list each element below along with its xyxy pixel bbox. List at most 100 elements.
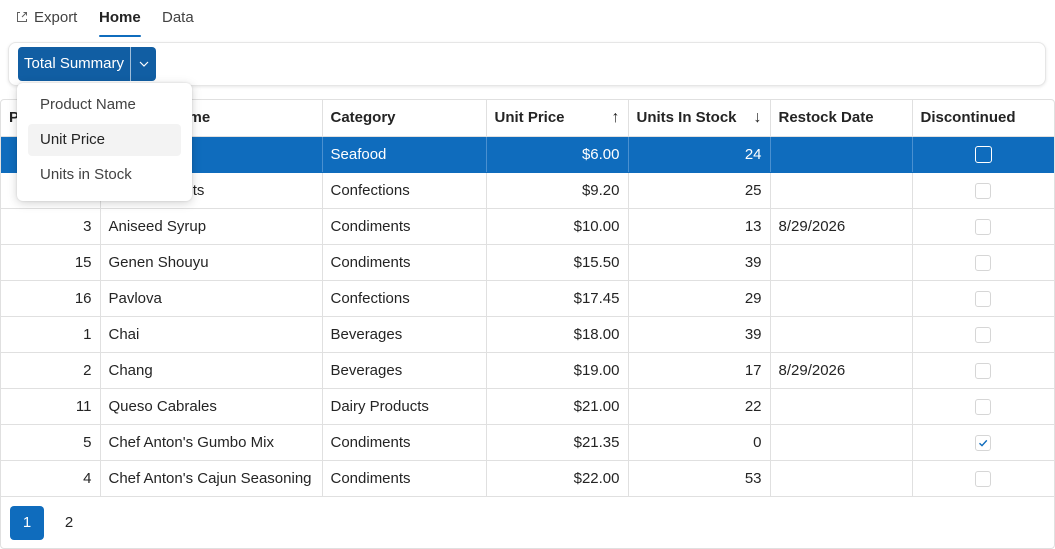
product-name-cell[interactable]: Chef Anton's Gumbo Mix <box>100 424 323 461</box>
discontinued-checkbox[interactable] <box>975 218 992 235</box>
unit-price-cell[interactable]: $6.00 <box>486 136 629 173</box>
tab-export[interactable]: Export <box>16 9 77 35</box>
table-row[interactable]: 16 Pavlova Confections $17.45 29 <box>1 280 1054 317</box>
category-cell[interactable]: Beverages <box>322 352 487 389</box>
discontinued-checkbox[interactable] <box>974 145 992 163</box>
product-id-cell[interactable]: 15 <box>1 244 101 281</box>
unit-price-cell[interactable]: $9.20 <box>486 172 629 209</box>
unit-price-cell[interactable]: $15.50 <box>486 244 629 281</box>
product-name-cell[interactable]: Chef Anton's Cajun Seasoning <box>100 460 323 497</box>
unit-price-cell[interactable]: $10.00 <box>486 208 629 245</box>
units-in-stock-cell[interactable]: 22 <box>628 388 771 425</box>
table-row[interactable]: 5 Chef Anton's Gumbo Mix Condiments $21.35 0 <box>1 424 1054 461</box>
restock-date-cell[interactable] <box>770 424 913 461</box>
column-header-unit-price[interactable]: Unit Price ↑ <box>486 100 629 137</box>
product-name-cell[interactable]: Genen Shouyu <box>100 244 323 281</box>
discontinued-cell[interactable] <box>912 316 1054 353</box>
category-cell[interactable]: Condiments <box>322 424 487 461</box>
units-in-stock-cell[interactable]: 17 <box>628 352 771 389</box>
restock-date-cell[interactable] <box>770 136 913 173</box>
product-id-cell[interactable]: 3 <box>1 208 101 245</box>
tab-home[interactable]: Home <box>99 9 141 37</box>
unit-price-cell[interactable]: $17.45 <box>486 280 629 317</box>
restock-date-cell[interactable]: 8/29/2026 <box>770 352 913 389</box>
category-cell[interactable]: Seafood <box>322 136 487 173</box>
restock-date-cell[interactable] <box>770 460 913 497</box>
discontinued-checkbox[interactable] <box>975 362 992 379</box>
units-in-stock-cell[interactable]: 29 <box>628 280 771 317</box>
product-id-cell[interactable]: 5 <box>1 424 101 461</box>
product-name-cell[interactable]: Chai <box>100 316 323 353</box>
units-in-stock-cell[interactable]: 25 <box>628 172 771 209</box>
discontinued-checkbox[interactable] <box>975 254 992 271</box>
discontinued-cell[interactable] <box>912 280 1054 317</box>
discontinued-cell[interactable] <box>912 388 1054 425</box>
units-in-stock-cell[interactable]: 39 <box>628 316 771 353</box>
category-cell[interactable]: Condiments <box>322 244 487 281</box>
product-id-cell[interactable]: 4 <box>1 460 101 497</box>
menu-item-unit-price[interactable]: Unit Price <box>28 124 181 156</box>
table-row[interactable]: 4 Chef Anton's Cajun Seasoning Condiments $… <box>1 460 1054 497</box>
units-in-stock-cell[interactable]: 13 <box>628 208 771 245</box>
table-row[interactable]: 3 Aniseed Syrup Condiments $10.00 13 8/29/202… <box>1 208 1054 245</box>
category-cell[interactable]: Beverages <box>322 316 487 353</box>
discontinued-checkbox[interactable] <box>975 470 992 487</box>
category-cell[interactable]: Confections <box>322 172 487 209</box>
units-in-stock-cell[interactable]: 24 <box>628 136 771 173</box>
units-in-stock-cell[interactable]: 0 <box>628 424 771 461</box>
unit-price-cell[interactable]: $18.00 <box>486 316 629 353</box>
table-row[interactable]: 11 Queso Cabrales Dairy Products $21.00 22 <box>1 388 1054 425</box>
category-cell[interactable]: Confections <box>322 280 487 317</box>
category-cell[interactable]: Dairy Products <box>322 388 487 425</box>
restock-date-cell[interactable] <box>770 316 913 353</box>
page-button-1[interactable]: 1 <box>10 506 44 540</box>
discontinued-cell[interactable] <box>912 244 1054 281</box>
column-header-units-in-stock[interactable]: Units In Stock ↓ <box>628 100 771 137</box>
discontinued-checkbox[interactable] <box>975 290 992 307</box>
units-in-stock-cell[interactable]: 53 <box>628 460 771 497</box>
product-id-cell[interactable]: 16 <box>1 280 101 317</box>
units-in-stock-cell[interactable]: 39 <box>628 244 771 281</box>
tab-export-label: Export <box>34 9 78 26</box>
discontinued-cell[interactable] <box>912 172 1054 209</box>
discontinued-cell[interactable] <box>912 460 1054 497</box>
table-row[interactable]: 1 Chai Beverages $18.00 39 <box>1 316 1054 353</box>
product-id-cell[interactable]: 2 <box>1 352 101 389</box>
total-summary-dropdown-toggle[interactable] <box>131 47 156 81</box>
unit-price-cell[interactable]: $19.00 <box>486 352 629 389</box>
table-row[interactable]: 2 Chang Beverages $19.00 17 8/29/2026 <box>1 352 1054 389</box>
category-cell[interactable]: Condiments <box>322 208 487 245</box>
restock-date-cell[interactable] <box>770 172 913 209</box>
column-header-restock-date[interactable]: Restock Date <box>770 100 913 137</box>
discontinued-checkbox[interactable] <box>975 182 992 199</box>
discontinued-cell[interactable] <box>912 352 1054 389</box>
product-name-cell[interactable]: Pavlova <box>100 280 323 317</box>
unit-price-cell[interactable]: $21.00 <box>486 388 629 425</box>
menu-item-units-in-stock[interactable]: Units in Stock <box>40 166 132 183</box>
table-row[interactable]: 15 Genen Shouyu Condiments $15.50 39 <box>1 244 1054 281</box>
discontinued-cell[interactable] <box>912 136 1054 173</box>
restock-date-cell[interactable] <box>770 244 913 281</box>
discontinued-cell[interactable] <box>912 424 1054 461</box>
discontinued-checkbox[interactable] <box>975 398 992 415</box>
product-id-cell[interactable]: 1 <box>1 316 101 353</box>
menu-item-product-name[interactable]: Product Name <box>40 96 136 113</box>
column-header-category[interactable]: Category <box>322 100 487 137</box>
discontinued-cell[interactable] <box>912 208 1054 245</box>
product-name-cell[interactable]: Queso Cabrales <box>100 388 323 425</box>
column-header-discontinued[interactable]: Discontinued <box>912 100 1054 137</box>
restock-date-cell[interactable] <box>770 280 913 317</box>
page-button-2[interactable]: 2 <box>64 514 74 531</box>
tab-data[interactable]: Data <box>162 9 194 35</box>
unit-price-cell[interactable]: $21.35 <box>486 424 629 461</box>
discontinued-checkbox[interactable] <box>975 326 992 343</box>
product-id-cell[interactable]: 11 <box>1 388 101 425</box>
product-name-cell[interactable]: Chang <box>100 352 323 389</box>
restock-date-cell[interactable]: 8/29/2026 <box>770 208 913 245</box>
unit-price-cell[interactable]: $22.00 <box>486 460 629 497</box>
category-cell[interactable]: Condiments <box>322 460 487 497</box>
discontinued-checkbox[interactable] <box>975 434 992 451</box>
restock-date-cell[interactable] <box>770 388 913 425</box>
total-summary-button[interactable]: Total Summary <box>23 55 125 72</box>
product-name-cell[interactable]: Aniseed Syrup <box>100 208 323 245</box>
